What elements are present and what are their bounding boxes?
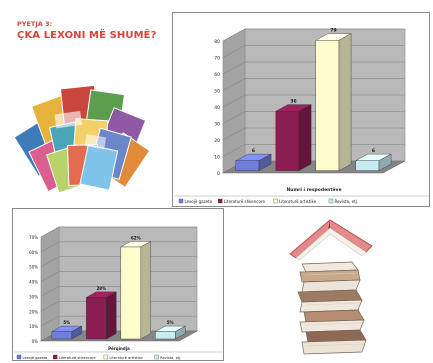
bar-side — [106, 291, 117, 340]
gridline — [222, 28, 405, 42]
bar-side — [298, 104, 312, 171]
y-tick-label: 20 — [214, 138, 220, 144]
bar-front — [120, 246, 142, 340]
legend-label: Lexojë gazeta — [185, 199, 213, 204]
gridline — [40, 286, 197, 297]
gridline — [40, 226, 197, 238]
legend-label: Revista, etj. — [334, 199, 358, 204]
legend-label: Literaturë artistike — [279, 199, 317, 204]
y-tick-label: 40% — [29, 280, 38, 285]
question-panel: PYETJA 3: ÇKA LEXONI MË SHUMË? — [3, 3, 168, 203]
y-tick-label: 0 — [217, 171, 220, 177]
legend-label: Literaturë artistike — [109, 356, 143, 360]
data-label: 5% — [63, 320, 70, 325]
y-tick-label: 60 — [214, 72, 220, 78]
bar-side — [71, 325, 82, 340]
bar-side — [258, 153, 272, 171]
y-tick-label: 10 — [214, 155, 220, 161]
data-label: 5% — [167, 320, 174, 325]
data-label: 6 — [372, 148, 375, 154]
legend-label: Lexojë gazeta — [23, 356, 48, 360]
gridline — [40, 241, 197, 253]
gridline — [222, 127, 405, 141]
question-title: ÇKA LEXONI MË SHUMË? — [17, 30, 157, 41]
y-tick-label: 30 — [214, 122, 220, 128]
chart-respondents: 0 10 20 30 40 50 60 70 80 6 36 79 6 Numri i respodent… — [175, 28, 429, 204]
legend-label: Revista, etj. — [160, 356, 181, 360]
data-label: 6 — [252, 148, 255, 154]
legend-label: Literaturë shkencore — [59, 356, 97, 360]
y-tick-label: 70% — [29, 235, 38, 240]
gridline — [40, 256, 197, 267]
x-axis-title: Përqindja — [108, 346, 130, 351]
y-tick-label: 50 — [214, 89, 220, 95]
legend-swatch — [103, 354, 109, 360]
bar-front — [275, 110, 300, 171]
bar-front — [155, 331, 176, 340]
magazines-illustration — [13, 84, 151, 194]
data-label: 79 — [330, 28, 336, 34]
bar-front — [86, 297, 107, 340]
gridline — [222, 61, 405, 75]
chart-side-wall — [40, 226, 60, 342]
chart-percentage-panel: 0% 10% 20% 30% 40% 50% 60% 70% 5% 28% 62% 5% Përqind… — [12, 208, 224, 361]
legend-swatch — [178, 198, 184, 204]
y-tick-label: 60% — [29, 250, 38, 255]
y-tick-label: 20% — [29, 309, 38, 314]
gridline — [222, 45, 405, 58]
gridline — [40, 301, 197, 312]
books-illustration-panel — [232, 212, 430, 360]
legend-swatch — [52, 354, 58, 360]
chart-percentage: 0% 10% 20% 30% 40% 50% 60% 70% 5% 28% 62% 5% Përqind… — [15, 226, 223, 360]
bar-front — [315, 40, 340, 171]
bar-side — [175, 325, 186, 340]
legend-swatch — [218, 198, 223, 204]
y-tick-label: 10% — [29, 324, 38, 329]
legend-swatch — [16, 354, 22, 360]
gridline — [222, 94, 405, 108]
chart-respondents-panel: 0 10 20 30 40 50 60 70 80 6 36 79 6 Numri i respodent… — [172, 12, 430, 207]
legend-swatch — [273, 198, 278, 204]
gridline — [40, 271, 197, 282]
legend-label: Literaturë shkencore — [224, 199, 266, 204]
data-label: 62% — [131, 235, 141, 240]
bar-side — [338, 33, 352, 171]
books-illustration — [289, 219, 373, 355]
bar-front — [51, 331, 73, 340]
y-tick-label: 50% — [29, 265, 38, 270]
gridline — [222, 78, 405, 91]
bar-side — [378, 153, 392, 171]
x-axis-title: Numri i respodentëve — [286, 187, 341, 193]
bar-side — [140, 241, 151, 340]
y-tick-label: 80 — [214, 39, 220, 45]
data-label: 36 — [290, 99, 296, 105]
gridline — [40, 315, 197, 327]
y-tick-label: 30% — [29, 294, 38, 299]
bar-front — [355, 160, 380, 171]
y-tick-label: 70 — [214, 56, 220, 62]
question-label: PYETJA 3: — [17, 20, 53, 28]
y-tick-label: 40 — [214, 105, 220, 111]
gridline — [222, 111, 405, 124]
gridline — [222, 144, 405, 157]
y-tick-label: 0% — [32, 339, 39, 344]
legend-swatch — [154, 354, 159, 360]
data-label: 28% — [97, 286, 107, 291]
bar-front — [235, 160, 260, 171]
legend-swatch — [328, 198, 334, 204]
